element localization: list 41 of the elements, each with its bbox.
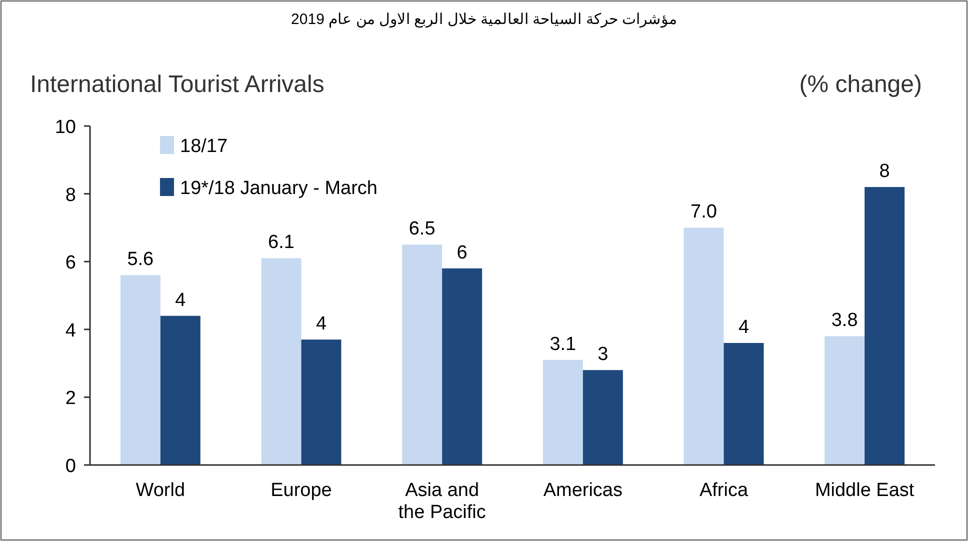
bar — [402, 244, 442, 465]
x-tick-label: Asia and the Pacific — [398, 480, 486, 523]
data-label: 7.0 — [690, 202, 717, 223]
data-label: 4 — [316, 314, 327, 335]
bar — [684, 228, 724, 465]
data-label: 6 — [456, 242, 468, 264]
data-label: 3 — [598, 344, 608, 366]
x-tick-label: Europe — [270, 480, 332, 501]
bar — [724, 342, 764, 465]
x-tick-label: Americas — [543, 480, 623, 501]
bar — [160, 316, 200, 465]
bar — [301, 340, 342, 465]
x-tick-label: World — [136, 480, 186, 501]
bar — [824, 336, 865, 465]
data-label: 6.1 — [268, 232, 294, 254]
y-tick-label: 4 — [65, 320, 76, 342]
x-tick-label: Middle East — [814, 480, 915, 501]
chart-title: مؤشرات حركة السياحة العالمية خلال الربع الاول من عام 2019 — [291, 11, 677, 28]
data-label: 5.6 — [127, 249, 154, 270]
bar — [120, 275, 160, 465]
legend-label: 18/17 — [180, 136, 228, 157]
bar — [582, 370, 623, 465]
data-label: 6.5 — [408, 218, 436, 240]
y-tick-label: 6 — [65, 252, 76, 274]
data-label: 4 — [175, 290, 186, 311]
bar — [864, 187, 905, 465]
data-label: 4 — [738, 316, 750, 338]
bar — [542, 360, 583, 465]
data-label: 8 — [879, 161, 890, 182]
y-tick-label: 8 — [65, 184, 76, 206]
data-label: 3.1 — [550, 334, 576, 355]
chart-subtitle: International Tourist Arrivals — [30, 71, 324, 98]
bar — [442, 268, 482, 465]
legend-label: 19*/18 January - March — [180, 178, 378, 199]
bar — [261, 258, 302, 465]
x-tick-label: Africa — [699, 480, 748, 501]
y-axis-title: (% change) — [799, 71, 922, 98]
y-tick-label: 10 — [54, 117, 76, 138]
y-tick-label: 0 — [65, 456, 76, 477]
data-label: 3.8 — [831, 310, 858, 332]
y-tick-label: 2 — [65, 388, 76, 410]
